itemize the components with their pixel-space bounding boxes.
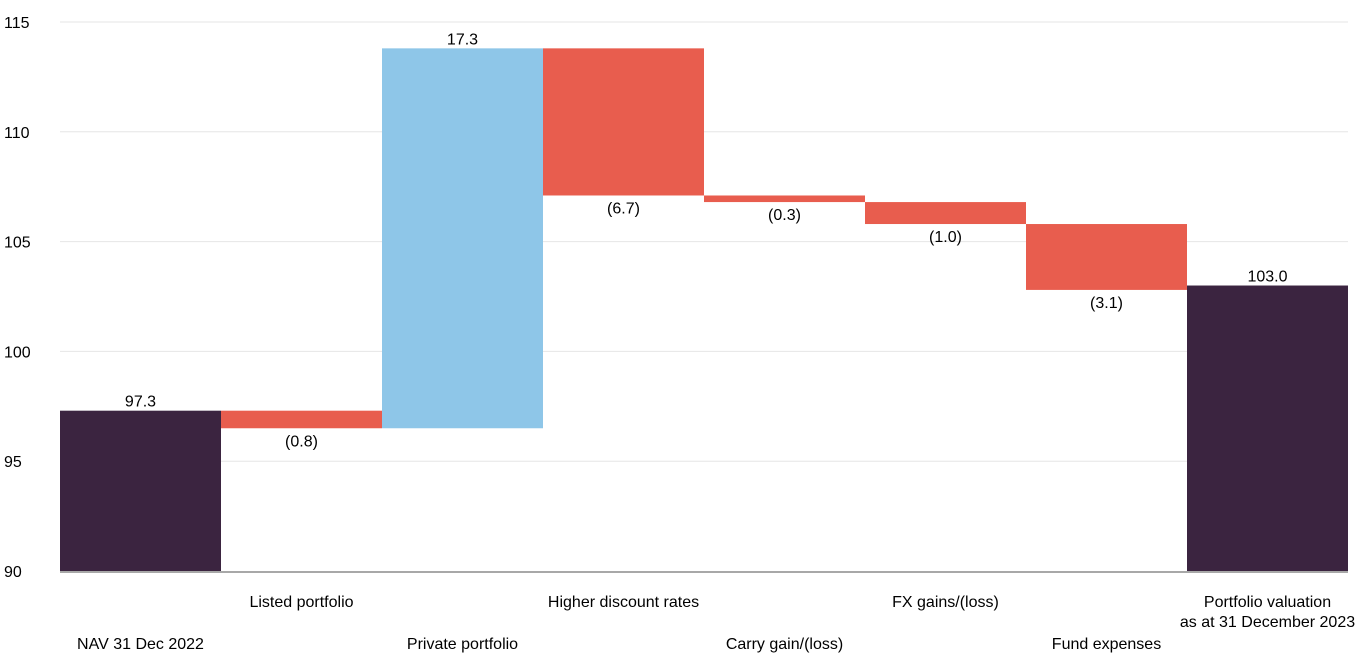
data-label-7: (3.1) <box>1090 295 1123 312</box>
data-label-3: 17.3 <box>447 31 478 48</box>
category-label-line: Fund expenses <box>1052 636 1161 653</box>
bar-7 <box>1026 224 1187 290</box>
gridlines <box>60 21 1348 462</box>
category-label-line: Higher discount rates <box>548 594 699 611</box>
bars <box>60 48 1348 571</box>
y-tick-label: 105 <box>4 235 31 252</box>
data-label-4: (6.7) <box>607 200 640 217</box>
category-label-4: Higher discount rates <box>548 594 699 611</box>
category-label-line: Private portfolio <box>407 636 518 653</box>
y-tick-label: 100 <box>4 344 31 361</box>
bar-8 <box>1187 285 1348 571</box>
bar-4 <box>543 48 704 196</box>
category-label-line: Listed portfolio <box>249 594 353 611</box>
category-label-3: Private portfolio <box>407 636 518 653</box>
y-tick-label: 110 <box>4 125 30 142</box>
category-labels: NAV 31 Dec 2022 Listed portfolio Private p… <box>77 594 1355 653</box>
y-tick-label: 95 <box>4 454 22 471</box>
bar-6 <box>865 202 1026 225</box>
bar-1 <box>60 410 221 571</box>
data-label-5: (0.3) <box>768 207 801 224</box>
category-label-line: Carry gain/(loss) <box>726 636 843 653</box>
category-label-line: FX gains/(loss) <box>892 594 999 611</box>
category-label-6: FX gains/(loss) <box>892 594 999 611</box>
y-tick-label: 90 <box>4 564 22 581</box>
y-axis-ticks: 90 95 100 105 110 115 <box>4 15 31 581</box>
category-label-1: NAV 31 Dec 2022 <box>77 636 204 653</box>
data-label-2: (0.8) <box>285 433 318 450</box>
bar-3 <box>382 48 543 429</box>
data-label-6: (1.0) <box>929 229 962 246</box>
bar-2 <box>221 410 382 429</box>
category-label-8: Portfolio valuation as at 31 December 202… <box>1180 594 1355 631</box>
category-label-7: Fund expenses <box>1052 636 1161 653</box>
y-tick-label: 115 <box>4 15 30 32</box>
bar-5 <box>704 195 865 203</box>
category-label-line: NAV 31 Dec 2022 <box>77 636 204 653</box>
category-label-2: Listed portfolio <box>249 594 353 611</box>
data-label-8: 103.0 <box>1247 269 1287 286</box>
category-label-5: Carry gain/(loss) <box>726 636 843 653</box>
data-label-1: 97.3 <box>125 394 156 411</box>
category-label-line: Portfolio valuation <box>1204 594 1331 611</box>
data-labels: 97.3 (0.8) 17.3 (6.7) (0.3) (1.0) (3.1) 103.0 <box>125 31 1288 450</box>
category-label-line: as at 31 December 2023 <box>1180 614 1355 631</box>
